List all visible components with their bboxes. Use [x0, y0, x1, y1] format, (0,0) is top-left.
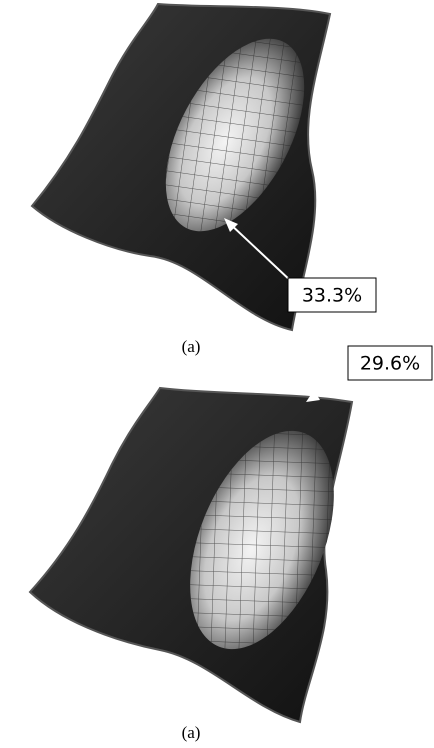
panel-2: 29.6% (a)	[30, 346, 432, 742]
callout-arrow	[312, 372, 350, 398]
caption: (a)	[182, 337, 201, 356]
figure: 33.3% (a) 29.6% (a)	[0, 0, 434, 748]
caption: (a)	[182, 723, 201, 742]
panel-1: 33.3% (a)	[32, 4, 376, 356]
callout-label: 33.3%	[302, 285, 362, 307]
callout-label: 29.6%	[360, 353, 420, 375]
